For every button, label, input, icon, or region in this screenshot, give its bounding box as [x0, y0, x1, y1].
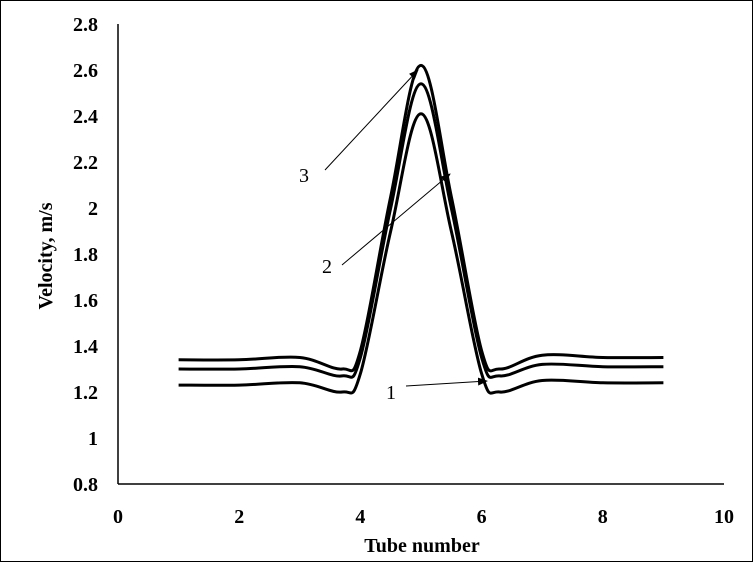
series-line-1	[178, 112, 664, 395]
y-tick-label: 1.8	[73, 244, 98, 266]
x-tick-label: 8	[598, 506, 608, 528]
annotation-3: 3	[299, 69, 419, 187]
y-tick-label: 1.4	[73, 336, 98, 358]
y-tick-label: 1.6	[73, 290, 98, 312]
x-tick-label: 2	[234, 506, 244, 528]
x-tick-label: 0	[113, 506, 123, 528]
annotation-2: 2	[322, 173, 451, 278]
y-tick-label: 2.4	[73, 106, 98, 128]
y-tick-label: 2.6	[73, 60, 98, 82]
y-tick-label: 1	[88, 428, 98, 450]
plot-area	[117, 24, 724, 485]
x-axis-title: Tube number	[364, 535, 480, 557]
annotation-1-arrow	[405, 377, 488, 387]
annotation-1: 1	[386, 377, 488, 404]
annotation-1-label: 1	[386, 382, 396, 404]
annotation-3-arrow	[324, 69, 419, 171]
annotation-2-label: 2	[322, 256, 332, 278]
annotation-3-label: 3	[299, 165, 309, 187]
y-tick-label: 2.2	[73, 152, 98, 174]
x-tick-labels: 0 2 4 6 8 10	[113, 506, 734, 528]
x-tick-label: 6	[477, 506, 487, 528]
y-tick-label: 1.2	[73, 382, 98, 404]
series-line-3	[178, 63, 664, 373]
y-tick-labels: 0.8 1 1.2 1.4 1.6 1.8 2 2.2 2.4 2.6 2.8	[73, 14, 98, 496]
annotation-2-arrow	[341, 173, 451, 266]
x-tick-label: 10	[714, 506, 734, 528]
y-tick-label: 2.8	[73, 14, 98, 36]
y-tick-label: 2	[88, 198, 98, 220]
series-lines	[178, 63, 664, 395]
series-line-2	[178, 82, 664, 379]
x-tick-label: 4	[355, 506, 365, 528]
y-axis-title: Velocity, m/s	[35, 202, 57, 309]
y-tick-label: 0.8	[73, 474, 98, 496]
